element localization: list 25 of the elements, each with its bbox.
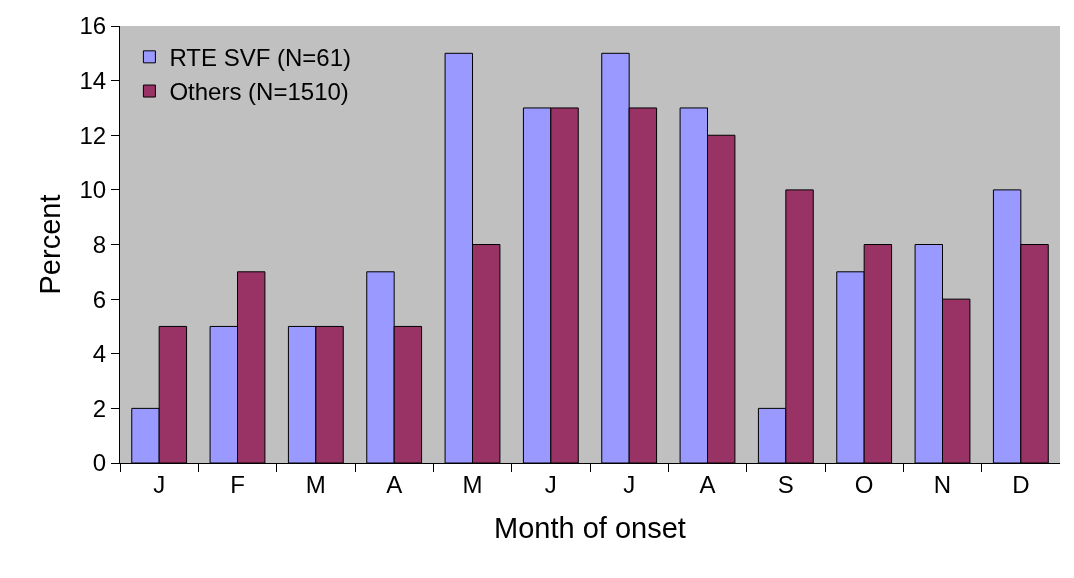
x-tick-label: O [854, 470, 874, 498]
x-tick-label: N [933, 470, 952, 498]
y-tick-label: 10 [79, 176, 107, 204]
x-axis-title: Month of onset [494, 511, 686, 544]
x-tick-label: J [623, 470, 636, 498]
x-tick-label: S [777, 470, 794, 498]
y-tick-label: 8 [92, 230, 107, 258]
x-tick-label: J [153, 470, 166, 498]
y-tick-label: 2 [92, 394, 107, 422]
x-tick-label: J [544, 470, 557, 498]
legend-label: RTE SVF (N=61) [169, 44, 352, 72]
x-tick-label: A [699, 470, 716, 498]
y-tick-label: 12 [79, 121, 107, 149]
y-tick-label: 14 [79, 67, 107, 95]
x-tick-label: D [1012, 470, 1030, 498]
x-tick-label: F [230, 470, 245, 498]
y-axis-title: Percent [33, 194, 66, 295]
legend-label: Others (N=1510) [169, 78, 349, 106]
x-tick-label: M [462, 470, 483, 498]
y-tick-label: 4 [92, 340, 107, 368]
x-tick-label: M [305, 470, 326, 498]
y-tick-label: 16 [79, 12, 107, 40]
y-tick-label: 6 [92, 285, 107, 313]
x-tick-label: A [386, 470, 403, 498]
y-tick-label: 0 [92, 449, 107, 477]
